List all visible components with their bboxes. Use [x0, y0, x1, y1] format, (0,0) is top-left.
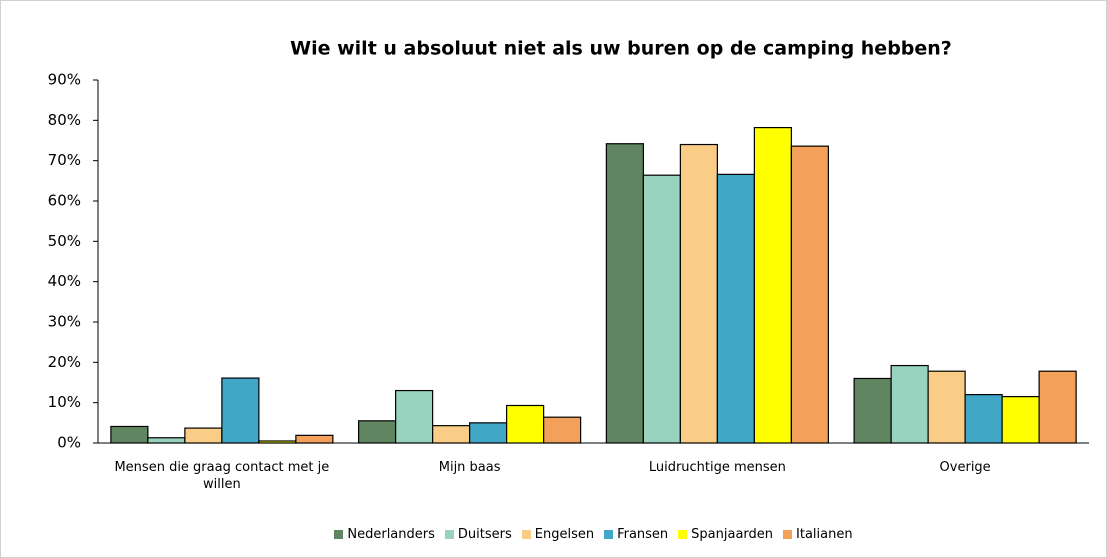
legend-label: Nederlanders	[347, 527, 435, 542]
legend-label: Fransen	[617, 527, 669, 542]
bar	[221, 377, 260, 444]
legend-swatch	[444, 530, 454, 539]
legend-label: Spanjaarden	[691, 527, 774, 542]
bar	[642, 174, 681, 444]
y-tick-label: 50%	[48, 232, 81, 250]
legend-label: Italianen	[796, 527, 853, 542]
y-tick-label: 90%	[48, 71, 81, 89]
bar	[469, 422, 508, 444]
bar	[753, 126, 792, 444]
x-tick-label: Mensen die graag contact met je willen	[114, 460, 330, 492]
bar	[295, 434, 334, 444]
bar	[432, 425, 471, 444]
bar	[679, 143, 718, 444]
x-tick-label: Luidruchtige mensen	[648, 460, 786, 475]
legend-item: Fransen	[604, 527, 668, 542]
bar	[890, 364, 929, 444]
legend: Nederlanders Duitsers Engelsen Fransen Spanj…	[98, 527, 1089, 542]
bar	[964, 394, 1003, 444]
bar	[790, 145, 829, 444]
bar	[506, 404, 545, 444]
legend-swatch	[334, 530, 344, 539]
legend-swatch	[783, 530, 793, 539]
legend-swatch	[604, 530, 614, 539]
bar	[1001, 396, 1040, 444]
bar	[147, 437, 186, 444]
y-tick-label: 10%	[48, 393, 81, 411]
y-tick-label: 0%	[57, 434, 81, 452]
legend-swatch	[678, 530, 688, 539]
chart-title: Wie wilt u absoluut niet als uw buren op…	[290, 38, 952, 60]
bar	[1038, 370, 1077, 444]
bar	[605, 143, 644, 444]
legend-item: Duitsers	[444, 527, 512, 542]
legend-item: Nederlanders	[334, 527, 435, 542]
legend-item: Engelsen	[521, 527, 595, 542]
y-tick-label: 20%	[48, 353, 81, 371]
bar	[184, 427, 223, 444]
y-tick-label: 80%	[48, 111, 81, 129]
bar	[395, 389, 434, 444]
bar	[543, 416, 582, 444]
bar	[927, 370, 966, 444]
legend-label: Engelsen	[534, 527, 595, 542]
y-tick-label: 70%	[48, 151, 81, 169]
x-tick-label: Overige	[939, 460, 991, 475]
x-tick-label: Mijn baas	[438, 460, 501, 475]
y-tick-label: 30%	[48, 313, 81, 331]
bar	[110, 425, 149, 444]
bar	[716, 173, 755, 444]
bar	[358, 420, 397, 444]
legend-item: Italianen	[783, 527, 853, 542]
bar	[853, 377, 892, 444]
legend-item: Spanjaarden	[678, 527, 773, 542]
y-tick-label: 40%	[48, 272, 81, 290]
y-tick-label: 60%	[48, 192, 81, 210]
bar	[258, 440, 297, 444]
legend-swatch	[521, 530, 531, 539]
legend-label: Duitsers	[457, 527, 512, 542]
